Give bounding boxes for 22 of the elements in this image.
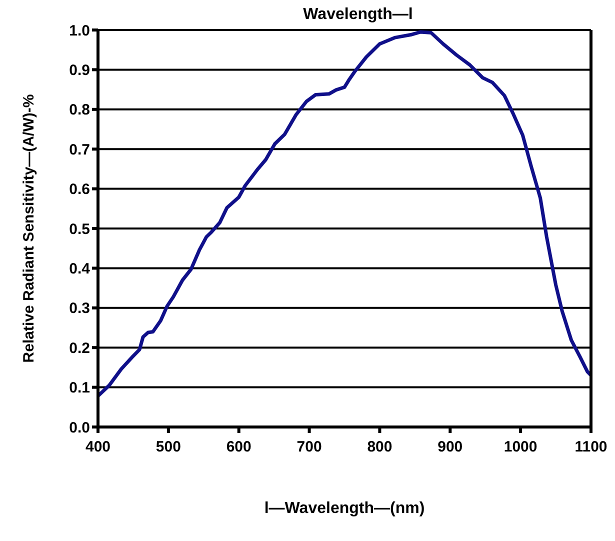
y-tick-label: 0.5 [69, 220, 90, 238]
x-tick-label: 700 [296, 438, 322, 456]
y-tick-label: 0.0 [69, 419, 90, 436]
x-tick-label: 500 [156, 438, 181, 456]
y-tick-label: 0.4 [69, 260, 91, 278]
y-axis-title: Relative Radiant Sensitivity—(A/W)-% [20, 94, 38, 363]
chart-title: Wavelength—l [302, 6, 414, 23]
y-tick-label: 0.2 [69, 340, 90, 357]
x-axis-title: l—Wavelength—(nm) [264, 500, 425, 517]
y-tick-label: 0.8 [69, 102, 90, 119]
y-tick-label: 0.6 [69, 181, 90, 198]
x-tick-label: 900 [438, 438, 463, 456]
x-tick-label: 400 [85, 438, 111, 456]
y-tick-label: 0.7 [69, 141, 90, 158]
x-tick-label: 1100 [574, 438, 608, 456]
y-tick-label: 0.9 [69, 62, 90, 80]
y-tick-label: 0.1 [69, 380, 90, 397]
x-tick-label: 1000 [504, 438, 538, 456]
x-tick-label: 800 [367, 438, 392, 456]
x-tick-label: 600 [226, 438, 252, 456]
y-tick-label: 1.0 [69, 22, 90, 40]
y-tick-label: 0.3 [69, 300, 90, 318]
